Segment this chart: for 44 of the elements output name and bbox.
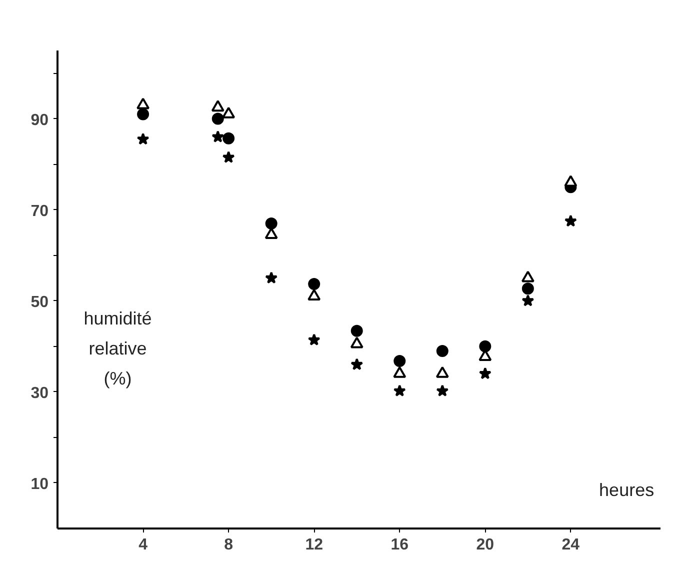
point — [136, 132, 150, 145]
point — [308, 278, 320, 290]
point — [436, 344, 448, 357]
x-tick-label: 4 — [138, 536, 148, 554]
point — [522, 294, 534, 306]
x-tick-label: 8 — [224, 536, 234, 554]
x-tick-label: 24 — [562, 536, 580, 554]
point — [350, 358, 364, 370]
point — [136, 98, 150, 110]
point — [137, 108, 150, 120]
point — [436, 384, 449, 396]
point — [264, 228, 278, 240]
x-tick-label: 20 — [476, 536, 494, 554]
point — [265, 218, 278, 230]
y-tick-label: 50 — [30, 294, 49, 311]
point — [265, 272, 278, 284]
x-tick-label: 16 — [390, 536, 409, 554]
y-tick-label: 90 — [30, 112, 49, 129]
point — [436, 366, 449, 378]
point — [479, 340, 492, 352]
point — [522, 282, 534, 295]
point — [350, 336, 364, 348]
point — [212, 130, 224, 142]
point — [222, 132, 235, 144]
point — [222, 106, 236, 118]
point — [478, 367, 492, 380]
point — [394, 354, 406, 367]
y-axis-title: humidité relative (%) — [84, 308, 152, 389]
point — [211, 100, 224, 112]
y-tick-label: 10 — [30, 476, 49, 493]
point — [212, 112, 224, 125]
point — [222, 150, 235, 163]
point — [521, 270, 534, 282]
point — [308, 334, 320, 346]
x-axis-title: heures — [599, 480, 654, 500]
point — [350, 324, 363, 337]
x-tick-label: 12 — [305, 536, 324, 554]
point — [564, 175, 578, 187]
point — [564, 214, 577, 227]
point — [308, 288, 321, 301]
point — [393, 366, 406, 378]
y-tick-label: 70 — [30, 202, 49, 220]
y-tick-label: 30 — [30, 384, 49, 402]
point — [393, 384, 406, 396]
